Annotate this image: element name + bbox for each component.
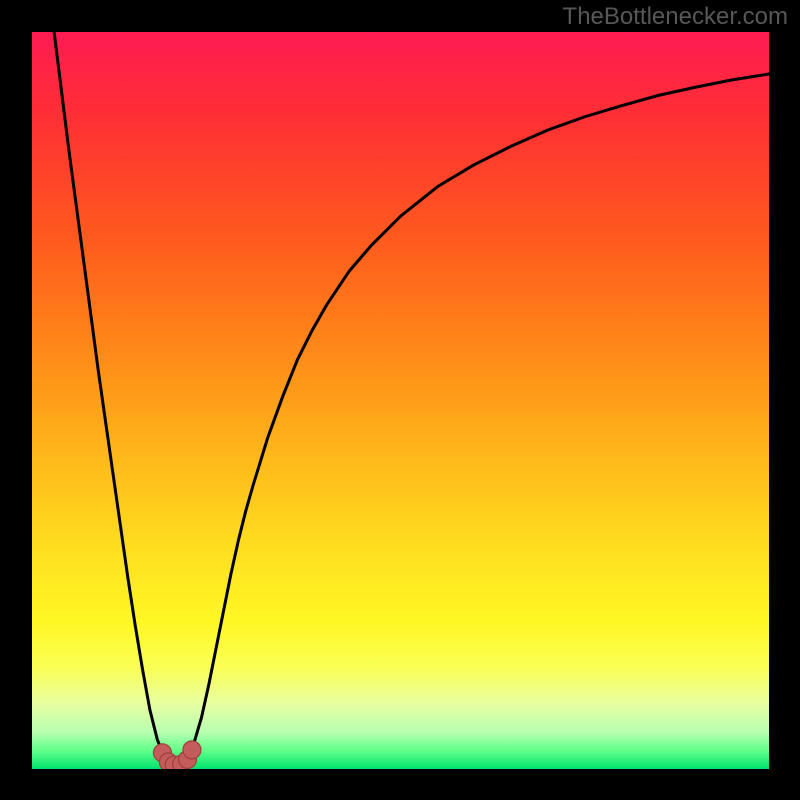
plot-area (32, 32, 769, 769)
figure-container: TheBottlenecker.com (0, 0, 800, 800)
marker-dot (183, 741, 201, 759)
gradient-background (32, 32, 769, 769)
plot-svg (32, 32, 769, 769)
watermark-text: TheBottlenecker.com (563, 3, 788, 31)
